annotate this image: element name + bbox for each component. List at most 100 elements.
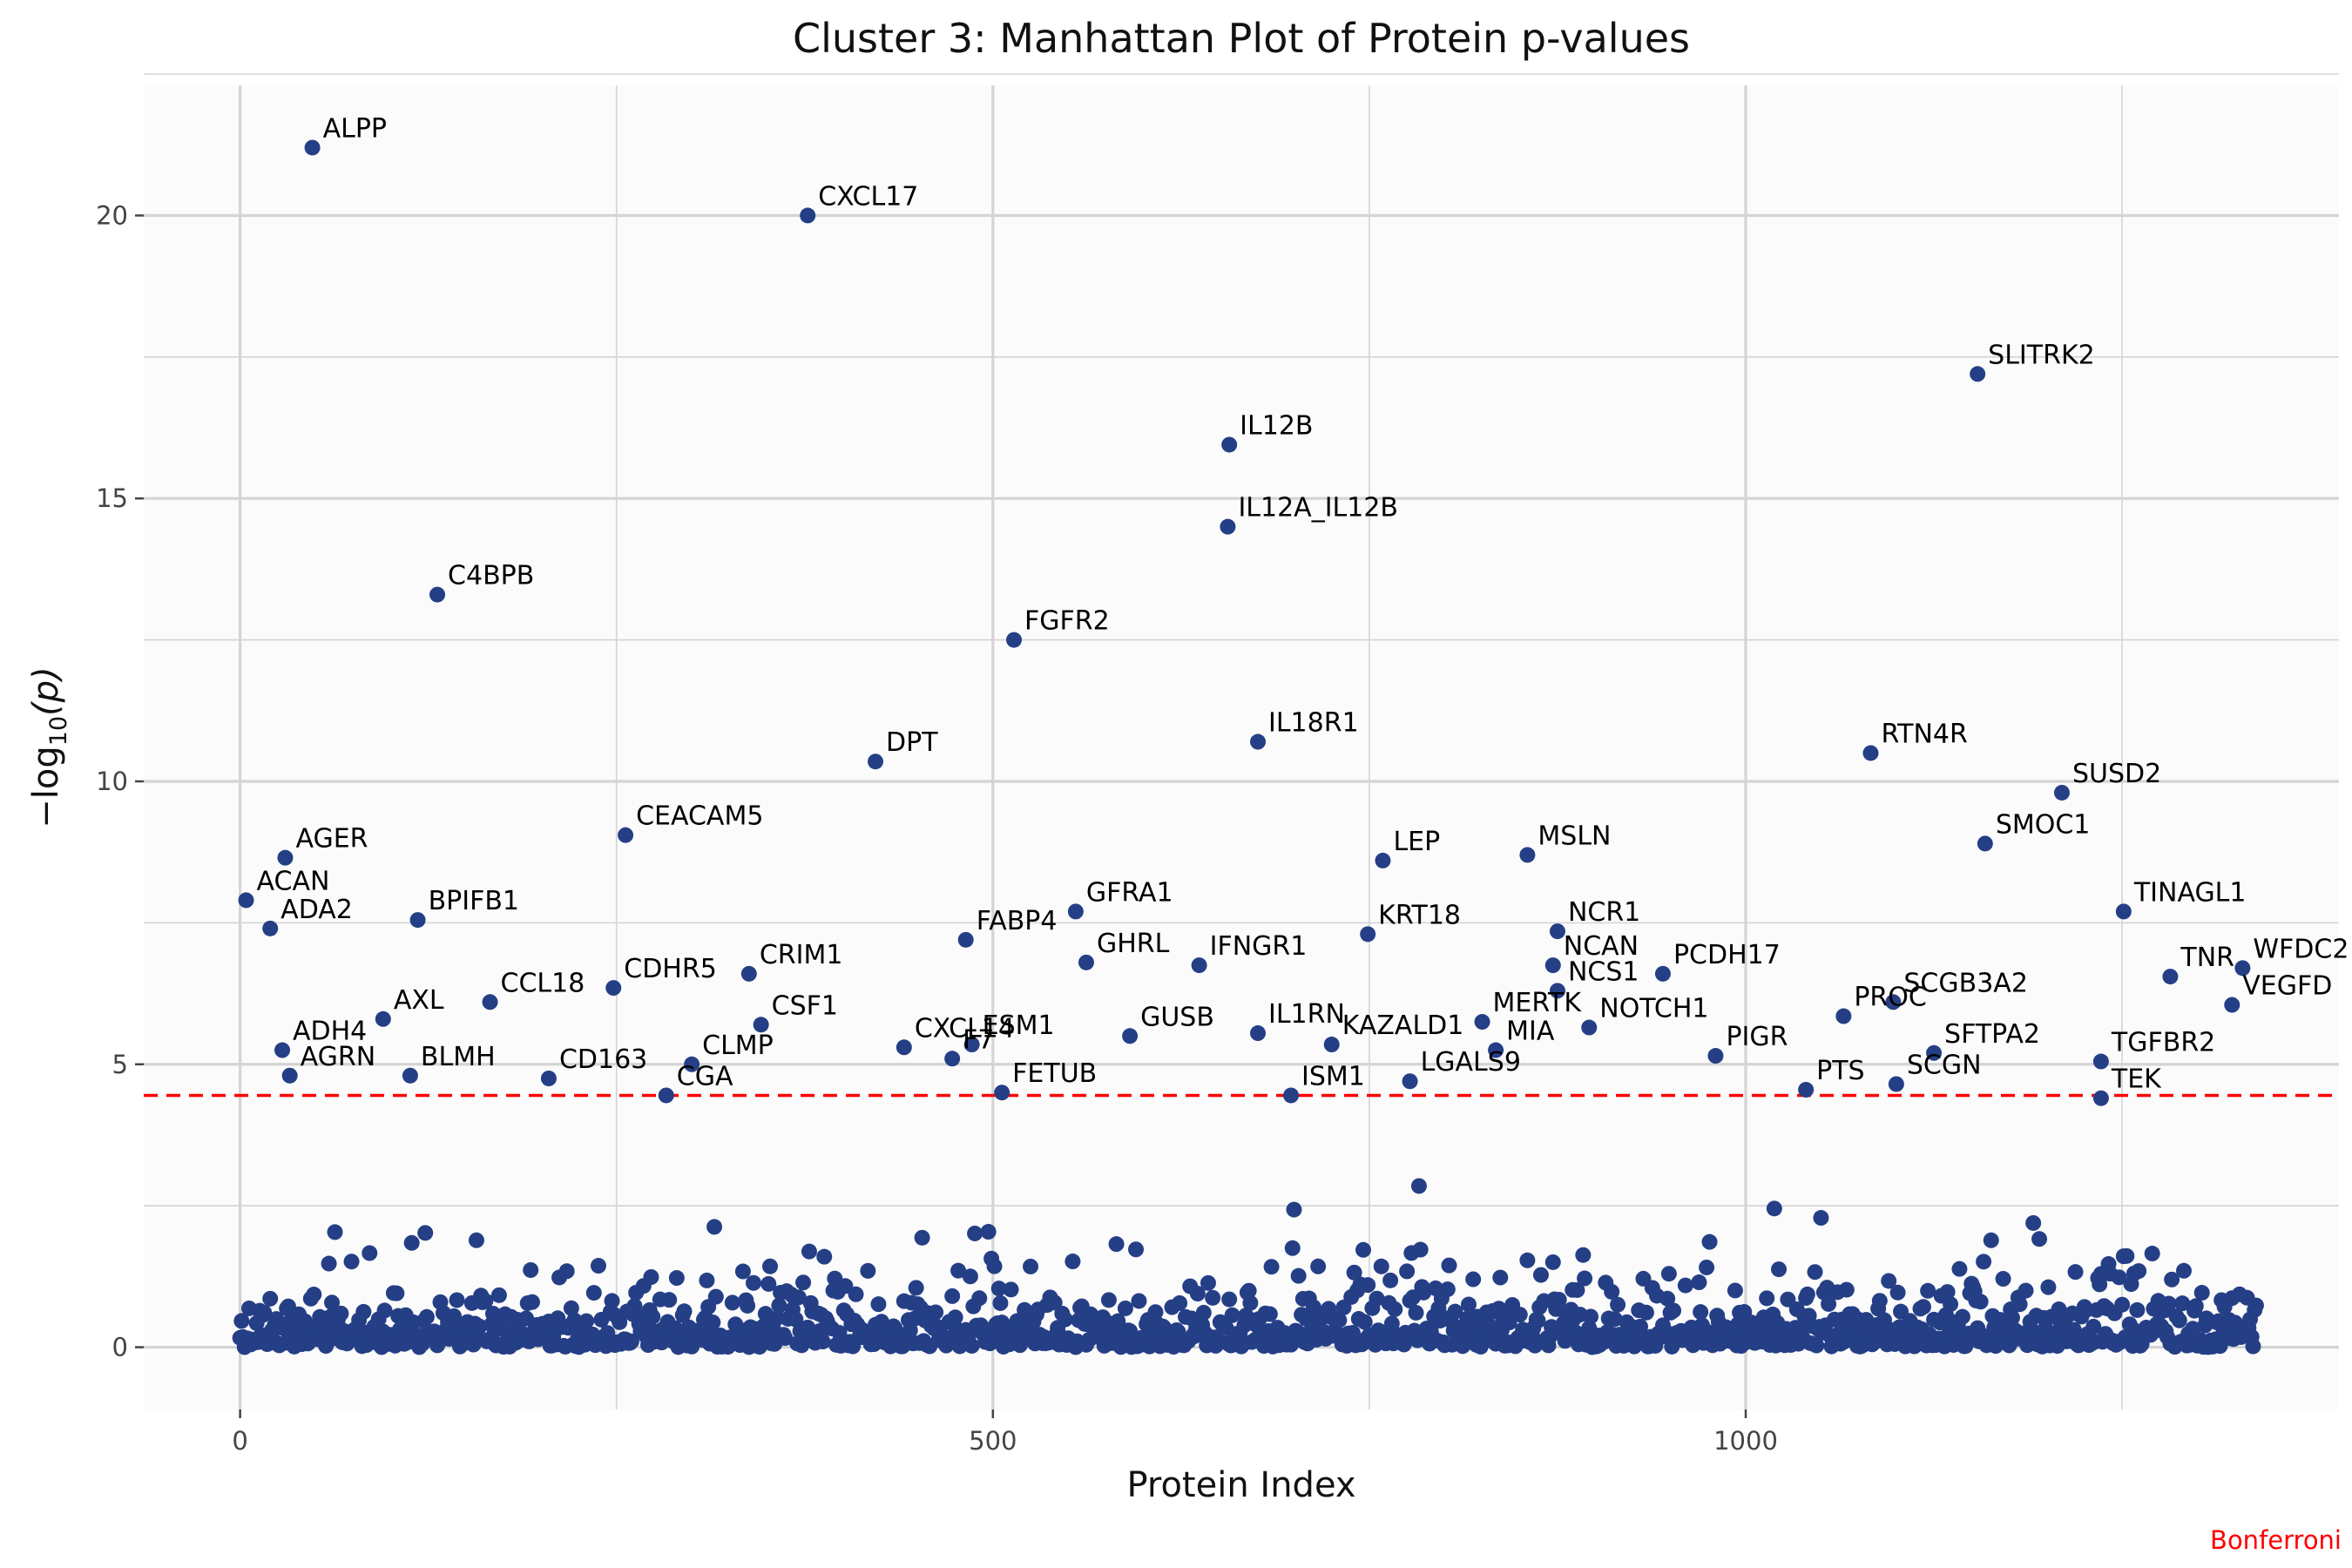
significant-point: [1122, 1028, 1139, 1044]
data-point: [468, 1232, 484, 1248]
data-point: [590, 1258, 606, 1274]
data-point: [343, 1254, 360, 1270]
point-label: IL12A_IL12B: [1238, 493, 1398, 524]
significant-point: [753, 1017, 769, 1033]
data-point: [992, 1294, 1009, 1311]
point-label: IL12B: [1240, 410, 1313, 441]
significant-point: [1888, 1076, 1904, 1092]
significant-point: [1707, 1048, 1724, 1064]
point-label: CGA: [677, 1061, 733, 1092]
data-point: [1490, 1301, 1507, 1317]
data-point: [2174, 1295, 2191, 1312]
data-point: [790, 1289, 807, 1306]
point-label: BLMH: [421, 1042, 496, 1072]
data-point: [2085, 1318, 2102, 1335]
point-label: SFTPA2: [1944, 1019, 2040, 1050]
y-tick-label: 20: [96, 200, 128, 230]
significant-point: [238, 892, 254, 909]
data-point: [787, 1311, 804, 1328]
significant-point: [1549, 923, 1565, 940]
data-point: [746, 1274, 761, 1291]
point-label: IFNGR1: [1210, 931, 1308, 962]
data-point: [1447, 1303, 1463, 1320]
data-point: [740, 1297, 756, 1314]
significant-point: [868, 754, 883, 770]
data-point: [1128, 1241, 1145, 1258]
point-label: ADA2: [280, 895, 353, 925]
point-label: ALPP: [323, 113, 387, 144]
data-point: [1606, 1311, 1623, 1328]
data-point: [760, 1275, 777, 1292]
data-point: [1344, 1324, 1361, 1341]
data-point: [2031, 1231, 2048, 1247]
data-point: [1263, 1259, 1280, 1275]
point-label: GHRL: [1097, 929, 1170, 959]
data-point: [1915, 1299, 1931, 1315]
data-point: [2247, 1297, 2264, 1314]
data-point: [1189, 1286, 1206, 1302]
bonferroni-caption: Bonferroni: [2210, 1525, 2342, 1555]
significant-point: [262, 920, 279, 936]
significant-point: [800, 207, 816, 224]
point-label: LEP: [1393, 827, 1440, 857]
significant-point: [1078, 954, 1094, 970]
data-point: [1416, 1284, 1432, 1301]
significant-point: [740, 965, 757, 982]
data-point: [2067, 1264, 2084, 1281]
data-point: [1465, 1271, 1482, 1288]
data-point: [1659, 1290, 1676, 1307]
data-point: [914, 1229, 930, 1246]
data-point: [1577, 1270, 1593, 1287]
data-point: [1369, 1290, 1385, 1307]
point-label: CSF1: [772, 990, 838, 1021]
data-point: [1666, 1302, 1682, 1319]
data-point: [801, 1243, 817, 1260]
point-label: C4BPB: [448, 561, 534, 591]
data-point: [1983, 1232, 1999, 1248]
data-point: [963, 1337, 980, 1354]
data-point: [947, 1309, 963, 1326]
data-point: [860, 1262, 876, 1279]
data-point: [771, 1297, 787, 1314]
point-label: SCGN: [1907, 1050, 1982, 1080]
significant-point: [540, 1071, 557, 1086]
data-point: [2187, 1298, 2204, 1315]
data-point: [848, 1286, 864, 1302]
data-point: [2119, 1247, 2135, 1264]
point-label: ADH4: [293, 1017, 367, 1047]
data-point: [417, 1225, 434, 1241]
data-point: [967, 1225, 983, 1241]
point-label: WFDC2: [2253, 934, 2349, 964]
data-point: [1610, 1296, 1626, 1313]
data-point: [1408, 1304, 1424, 1321]
data-point: [1759, 1290, 1775, 1307]
point-label: TEK: [2111, 1064, 2162, 1095]
significant-point: [2092, 1090, 2109, 1106]
point-label: TINAGL1: [2133, 877, 2247, 908]
significant-point: [1006, 632, 1023, 648]
data-point: [1511, 1307, 1528, 1323]
data-point: [870, 1296, 887, 1313]
data-point: [604, 1293, 620, 1309]
data-point: [950, 1262, 967, 1279]
significant-point: [944, 1051, 961, 1067]
data-point: [1551, 1291, 1567, 1308]
point-label: PIGR: [1726, 1022, 1788, 1052]
point-label: KRT18: [1378, 900, 1461, 930]
data-point: [676, 1303, 693, 1320]
data-point: [1221, 1291, 1238, 1308]
data-point: [1373, 1258, 1389, 1274]
data-point: [1046, 1294, 1063, 1311]
significant-point: [1977, 835, 1993, 852]
data-point: [449, 1292, 465, 1308]
data-point: [2160, 1295, 2177, 1312]
point-label: CDHR5: [624, 954, 717, 984]
data-point: [795, 1274, 812, 1291]
point-label: CRIM1: [760, 940, 843, 970]
data-point: [816, 1248, 833, 1265]
data-point: [944, 1288, 961, 1304]
significant-point: [1191, 957, 1207, 974]
y-tick-label: 0: [112, 1333, 128, 1362]
x-tick-label: 0: [232, 1426, 247, 1456]
point-label: ESM1: [983, 1010, 1055, 1041]
